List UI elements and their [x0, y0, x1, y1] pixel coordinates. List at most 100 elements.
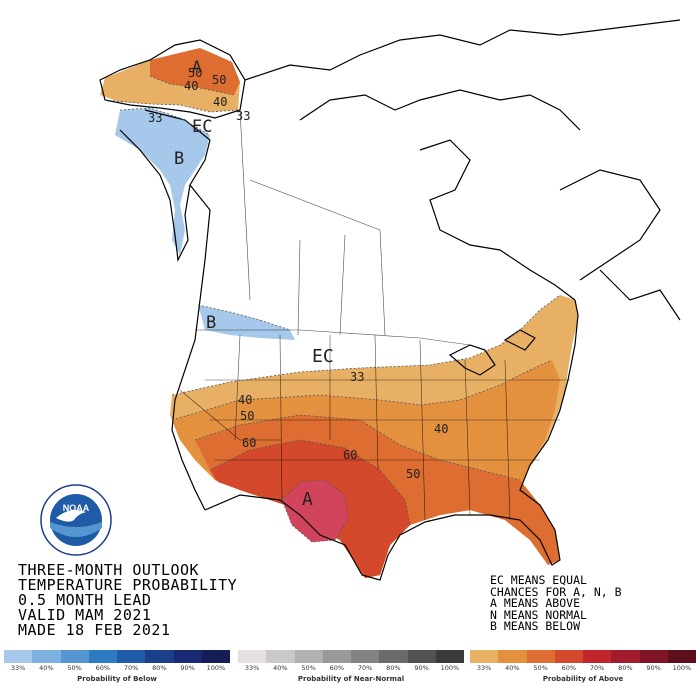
scale-swatch [554, 650, 583, 663]
scale-tick-label: 90% [180, 664, 195, 672]
title-line-5: MADE 18 FEB 2021 [18, 621, 171, 639]
below-scale-caption: Probability of Below [77, 675, 157, 683]
scale-swatch [611, 650, 640, 663]
contour-33-alaska-2: 33 [236, 109, 250, 123]
title-block: THREE-MONTH OUTLOOK TEMPERATURE PROBABIL… [18, 563, 237, 638]
contour-50-east: 50 [406, 467, 420, 481]
above-scale: 33% 40% 50% 60% 70% 80% 90% 100% Probability of… [470, 650, 696, 683]
contour-40-west: 40 [238, 393, 252, 407]
scale-swatch [407, 650, 436, 663]
contour-50-alaska: 50 [188, 66, 202, 80]
scale-swatch [60, 650, 89, 663]
contour-60-west: 60 [242, 436, 256, 450]
scale-swatch [379, 650, 408, 663]
scale-swatch [498, 650, 527, 663]
contour-lines [104, 75, 561, 543]
note-line-3: A MEANS ABOVE [490, 596, 581, 610]
northwest-below-shading [198, 305, 295, 340]
near-normal-scale-ticks: 33% 40% 50% 60% 70% 80% 90% 100% [238, 664, 464, 672]
title-line-3: 0.5 MONTH LEAD [18, 591, 152, 609]
ec-alaska-label: EC [192, 117, 212, 137]
conus-shading [170, 295, 578, 578]
above-scale-caption: Probability of Above [542, 675, 624, 683]
contour-33-conus: 33 [350, 370, 364, 384]
scale-swatch [32, 650, 61, 663]
land-outlines [99, 19, 681, 581]
scale-tick-label: 70% [123, 664, 139, 672]
above-scale-ticks: 33% 40% 50% 60% 70% 80% 90% 100% [470, 664, 696, 672]
noaa-logo-text: NOAA [63, 503, 90, 513]
below-alaska-label: B [174, 149, 184, 169]
above-texas-label: A [302, 489, 313, 510]
scale-tick-label: 50% [533, 664, 548, 672]
scale-tick-label: 50% [301, 664, 316, 672]
contour-50-west: 50 [240, 409, 254, 423]
contour-40-east: 40 [434, 422, 448, 436]
near-normal-scale-bar [238, 650, 464, 663]
boundary-lines [179, 109, 570, 521]
scale-swatch [322, 650, 351, 663]
scale-tick-label: 90% [646, 664, 661, 672]
below-scale-ticks: 33% 40% 50% 60% 70% 80% 90% 100% [4, 664, 230, 672]
scale-tick-label: 100% [440, 664, 460, 672]
below-scale-bar [4, 650, 230, 663]
title-line-1: THREE-MONTH OUTLOOK [18, 561, 200, 579]
scale-swatch [583, 650, 612, 663]
contour-60-central: 60 [343, 448, 357, 462]
scale-tick-label: 60% [561, 664, 577, 672]
scale-swatch [266, 650, 295, 663]
ec-conus-label: EC [312, 346, 334, 367]
scale-swatch [294, 650, 323, 663]
below-northwest-label: B [206, 313, 216, 333]
scale-swatch [173, 650, 202, 663]
scale-swatch [470, 650, 499, 663]
noaa-logo: NOAA [40, 484, 112, 556]
scale-swatch [88, 650, 117, 663]
alaska-shading [100, 48, 240, 255]
scale-tick-label: 80% [152, 664, 167, 672]
scale-tick-label: 70% [589, 664, 605, 672]
near-normal-scale-caption: Probability of Near-Normal [297, 675, 405, 683]
scale-swatch [4, 650, 33, 663]
scale-swatch [667, 650, 696, 663]
scale-tick-label: 33% [244, 664, 260, 672]
note-line-4: N MEANS NORMAL [490, 607, 587, 622]
title-line-4: VALID MAM 2021 [18, 606, 152, 624]
scale-swatch [639, 650, 668, 663]
below-scale: 33% 40% 50% 60% 70% 80% 90% 100% Probability of… [4, 650, 230, 683]
contour-40-alaska: 40 [184, 79, 198, 93]
scale-swatch [201, 650, 230, 663]
scale-tick-label: 33% [10, 664, 26, 672]
scale-tick-label: 70% [357, 664, 373, 672]
map-labels: EC EC A A B B 33 33 40 40 50 50 33 40 40… [148, 57, 448, 510]
scale-swatch [435, 650, 464, 663]
contour-40-alaska-2: 40 [213, 95, 227, 109]
above-scale-bar [470, 650, 696, 663]
scale-tick-label: 80% [386, 664, 401, 672]
scale-tick-label: 60% [329, 664, 345, 672]
scale-tick-label: 40% [505, 664, 520, 672]
scale-swatch [351, 650, 380, 663]
note-line-2: CHANCES FOR A, N, B [490, 584, 622, 599]
note-line-5: B MEANS BELOW [490, 619, 581, 633]
scale-tick-label: 50% [67, 664, 82, 672]
scale-swatch [526, 650, 555, 663]
note-line-1: EC MEANS EQUAL [490, 573, 587, 587]
legend-notes: EC MEANS EQUAL CHANCES FOR A, N, B A MEA… [490, 573, 622, 633]
scale-tick-label: 90% [414, 664, 429, 672]
contour-50-alaska-2: 50 [212, 73, 226, 87]
scale-swatch [145, 650, 174, 663]
above-alaska-label: A [192, 57, 202, 76]
title-line-2: TEMPERATURE PROBABILITY [18, 576, 238, 594]
scale-tick-label: 40% [273, 664, 288, 672]
scale-tick-label: 60% [95, 664, 111, 672]
scale-tick-label: 40% [39, 664, 54, 672]
scale-swatch [117, 650, 146, 663]
contour-33-alaska: 33 [148, 111, 162, 125]
scale-tick-label: 100% [206, 664, 226, 672]
scale-tick-label: 80% [618, 664, 633, 672]
scale-tick-label: 100% [672, 664, 692, 672]
scale-swatch [238, 650, 267, 663]
near-normal-scale: 33% 40% 50% 60% 70% 80% 90% 100% Probability of… [238, 650, 464, 683]
